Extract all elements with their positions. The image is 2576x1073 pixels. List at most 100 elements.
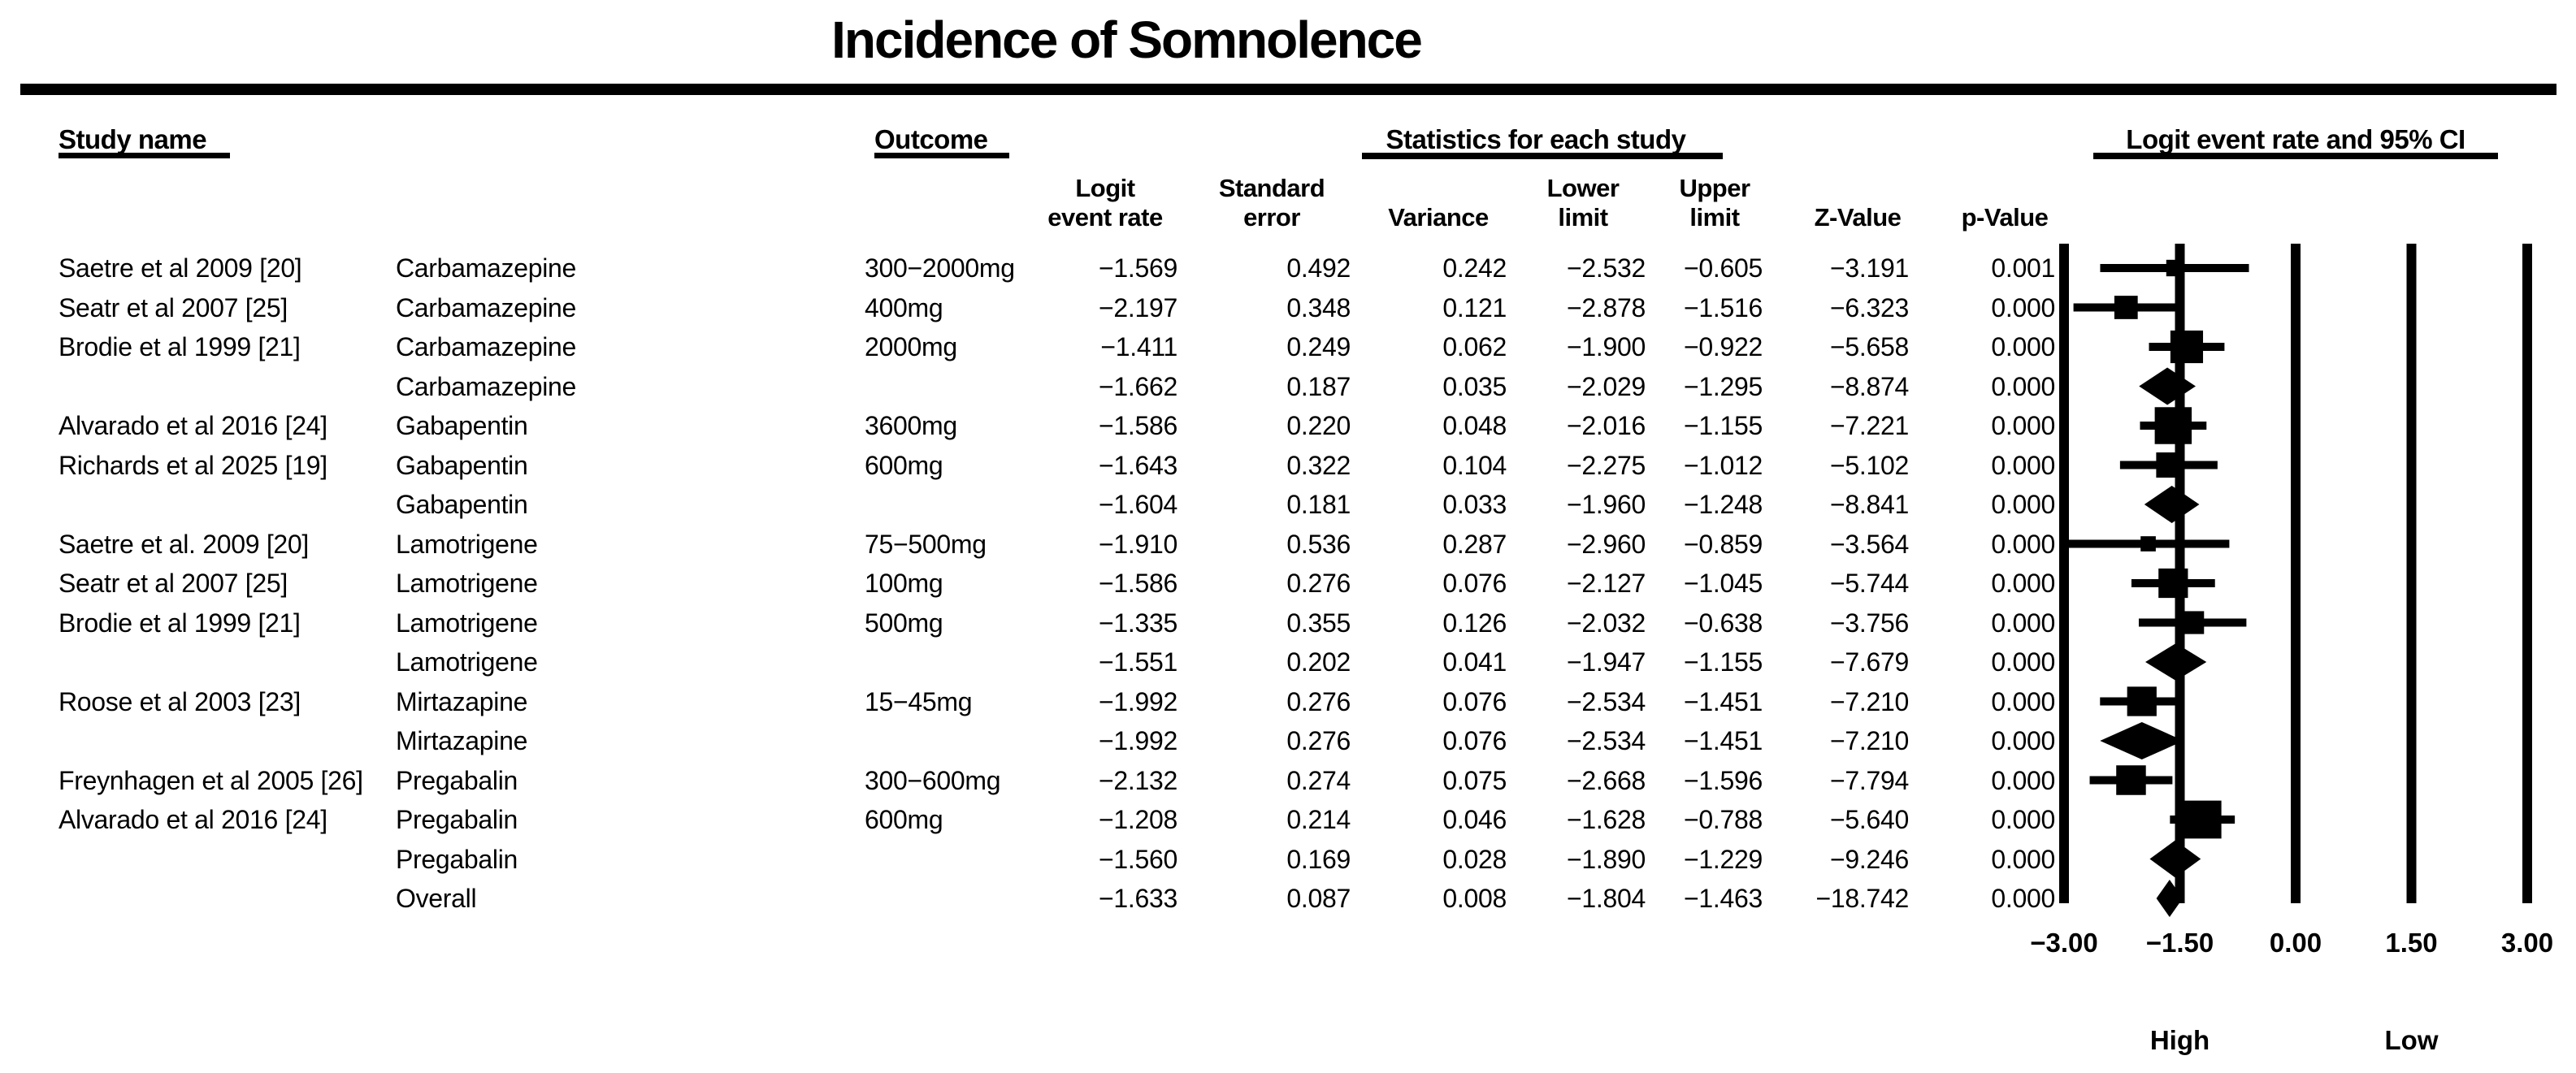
cell-variance: 0.033 [1442, 490, 1507, 519]
cell-lower-limit: −2.127 [1567, 569, 1646, 598]
row-dose: 500mg [865, 608, 943, 638]
cell-upper-limit: −1.045 [1684, 569, 1763, 598]
cell-upper-limit: −1.463 [1684, 884, 1763, 913]
cell-logit-event-rate: −1.604 [1099, 490, 1177, 519]
cell-p-value: 0.000 [1991, 569, 2055, 598]
cell-upper-limit: −1.248 [1684, 490, 1763, 519]
statistics-group-underline [1362, 153, 1723, 159]
cell-variance: 0.008 [1442, 884, 1507, 913]
subheader-limit-line1: Lower [1546, 174, 1620, 202]
cell-variance: 0.035 [1442, 371, 1507, 401]
cell-z-value: −5.102 [1830, 450, 1909, 480]
cell-variance: 0.104 [1442, 450, 1507, 480]
chart-title: Incidence of Somnolence [831, 11, 1423, 69]
square-marker [2183, 800, 2222, 839]
row-outcome: Mirtazapine [396, 726, 528, 755]
x-tick-label: 0.00 [2270, 928, 2322, 958]
row-study-name: Seatr et al 2007 [25] [59, 569, 288, 598]
cell-lower-limit: −2.960 [1567, 529, 1646, 559]
cell-lower-limit: −1.804 [1567, 884, 1646, 913]
cell-z-value: −3.756 [1830, 608, 1909, 638]
cell-logit-event-rate: −1.662 [1099, 371, 1177, 401]
cell-z-value: −7.679 [1830, 647, 1909, 677]
cell-upper-limit: −0.638 [1684, 608, 1763, 638]
cell-upper-limit: −1.451 [1684, 686, 1763, 716]
cell-lower-limit: −2.534 [1567, 726, 1646, 755]
cell-lower-limit: −2.032 [1567, 608, 1646, 638]
cell-upper-limit: −1.596 [1684, 765, 1763, 795]
cell-lower-limit: −1.947 [1567, 647, 1646, 677]
cell-variance: 0.028 [1442, 844, 1507, 874]
subheader-limit-line1: Upper [1679, 174, 1750, 202]
cell-p-value: 0.000 [1991, 884, 2055, 913]
cell-p-value: 0.000 [1991, 292, 2055, 322]
cell-standard-error: 0.274 [1286, 765, 1351, 795]
row-outcome: Carbamazepine [396, 292, 577, 322]
row-study-name: Alvarado et al 2016 [24] [59, 411, 327, 440]
cell-upper-limit: −1.155 [1684, 647, 1763, 677]
cell-standard-error: 0.181 [1286, 490, 1351, 519]
cell-logit-event-rate: −1.551 [1099, 647, 1177, 677]
row-study-name: Alvarado et al 2016 [24] [59, 805, 327, 834]
square-marker [2158, 568, 2188, 599]
cell-z-value: −6.323 [1830, 292, 1909, 322]
cell-z-value: −8.874 [1830, 371, 1909, 401]
cell-lower-limit: −1.628 [1567, 805, 1646, 834]
square-marker [2170, 330, 2204, 364]
diamond-marker [2145, 643, 2207, 681]
cell-logit-event-rate: −1.586 [1099, 411, 1177, 440]
cell-p-value: 0.000 [1991, 371, 2055, 401]
cell-logit-event-rate: −1.633 [1099, 884, 1177, 913]
cell-p-value: 0.000 [1991, 332, 2055, 361]
cell-lower-limit: −1.900 [1567, 332, 1646, 361]
row-outcome: Pregabalin [396, 805, 518, 834]
direction-label-low: Low [2385, 1025, 2439, 1055]
row-dose: 300−2000mg [865, 253, 1015, 283]
cell-p-value: 0.000 [1991, 726, 2055, 755]
cell-logit-event-rate: −2.197 [1099, 292, 1177, 322]
cell-standard-error: 0.249 [1286, 332, 1351, 361]
cell-p-value: 0.000 [1991, 529, 2055, 559]
row-dose: 300−600mg [865, 765, 1001, 795]
subheader-z-value-line2: Z-Value [1814, 203, 1902, 231]
row-outcome: Gabapentin [396, 411, 528, 440]
cell-z-value: −5.640 [1830, 805, 1909, 834]
subheader-p-value-line2: p-Value [1961, 203, 2049, 231]
cell-upper-limit: −1.295 [1684, 371, 1763, 401]
cell-standard-error: 0.355 [1286, 608, 1351, 638]
row-study-name: Seatr et al 2007 [25] [59, 292, 288, 322]
cell-p-value: 0.001 [1991, 253, 2055, 283]
square-marker [2140, 536, 2156, 552]
cell-upper-limit: −0.605 [1684, 253, 1763, 283]
row-dose: 75−500mg [865, 529, 987, 559]
cell-logit-event-rate: −1.560 [1099, 844, 1177, 874]
cell-standard-error: 0.276 [1286, 686, 1351, 716]
cell-variance: 0.121 [1442, 292, 1507, 322]
cell-z-value: −7.794 [1830, 765, 1909, 795]
cell-standard-error: 0.322 [1286, 450, 1351, 480]
square-marker [2181, 611, 2205, 634]
cell-logit-event-rate: −1.586 [1099, 569, 1177, 598]
cell-variance: 0.046 [1442, 805, 1507, 834]
cell-upper-limit: −1.012 [1684, 450, 1763, 480]
cell-p-value: 0.000 [1991, 450, 2055, 480]
subheader-error-line1: Standard [1218, 174, 1325, 202]
x-tick-label: −3.00 [2030, 928, 2098, 958]
cell-upper-limit: −0.922 [1684, 332, 1763, 361]
cell-logit-event-rate: −1.992 [1099, 726, 1177, 755]
cell-z-value: −18.742 [1815, 884, 1910, 913]
cell-z-value: −7.210 [1830, 686, 1909, 716]
cell-p-value: 0.000 [1991, 686, 2055, 716]
square-marker [2127, 686, 2157, 716]
gridline-1.5 [2406, 244, 2417, 903]
cell-logit-event-rate: −1.208 [1099, 805, 1177, 834]
square-marker [2154, 407, 2192, 444]
cell-p-value: 0.000 [1991, 647, 2055, 677]
row-study-name: Roose et al 2003 [23] [59, 686, 301, 716]
cell-logit-event-rate: −1.569 [1099, 253, 1177, 283]
cell-lower-limit: −2.668 [1567, 765, 1646, 795]
cell-p-value: 0.000 [1991, 490, 2055, 519]
cell-variance: 0.048 [1442, 411, 1507, 440]
